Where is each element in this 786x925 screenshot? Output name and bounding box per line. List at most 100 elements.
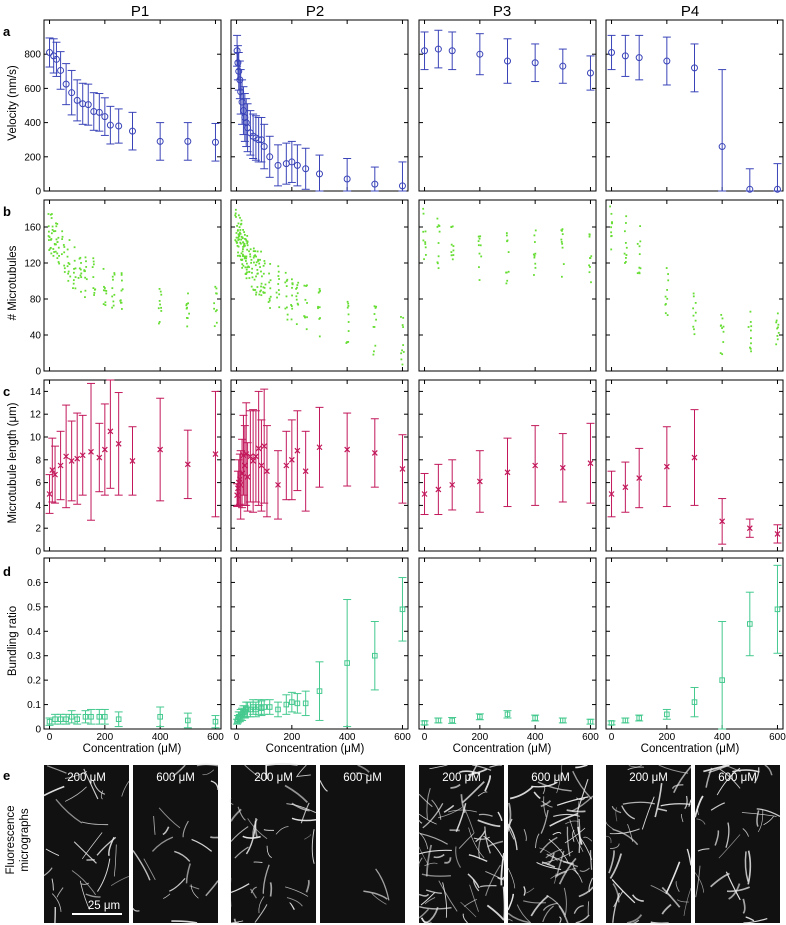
data-point <box>610 235 613 238</box>
filament <box>502 886 505 919</box>
data-point <box>284 271 287 274</box>
data-point <box>159 290 162 293</box>
micrograph-background <box>695 765 780 923</box>
data-point <box>479 235 482 238</box>
data-point <box>276 296 278 299</box>
xlabel-p4: Concentration (μM) <box>641 743 740 755</box>
data-point <box>158 321 161 323</box>
panel-c-p2 <box>230 379 409 552</box>
data-point <box>185 717 191 724</box>
data-point <box>237 229 239 232</box>
data-point <box>506 279 509 282</box>
data-point <box>424 246 427 249</box>
data-point <box>255 261 258 264</box>
data-point <box>504 57 511 65</box>
data-point <box>72 287 74 290</box>
filament <box>477 819 501 828</box>
filament <box>462 913 468 924</box>
micrograph-label-line1: Fluorescence <box>5 805 17 874</box>
filament <box>153 815 156 835</box>
data-point <box>57 462 64 469</box>
data-point <box>479 244 482 247</box>
data-point <box>50 213 53 215</box>
data-point <box>55 238 58 241</box>
filament <box>250 888 257 899</box>
data-point <box>666 289 669 291</box>
data-point <box>242 248 244 250</box>
data-point <box>237 236 239 239</box>
data-point <box>67 262 70 264</box>
data-point <box>283 701 290 708</box>
filament <box>363 890 388 900</box>
data-point <box>237 222 240 225</box>
data-point <box>103 285 105 288</box>
data-point <box>93 288 96 291</box>
filament <box>563 860 575 865</box>
filament <box>81 821 109 826</box>
data-point <box>277 265 280 268</box>
data-point <box>375 305 378 308</box>
data-point <box>260 143 268 151</box>
data-point <box>63 246 66 248</box>
data-point <box>532 253 535 256</box>
data-point <box>347 321 350 323</box>
data-point <box>533 274 535 276</box>
data-point <box>773 185 781 193</box>
data-point <box>302 165 310 173</box>
data-point <box>263 291 266 294</box>
data-point <box>241 250 244 253</box>
data-point <box>262 291 265 294</box>
y-tick-label: 0.1 <box>27 700 41 711</box>
filament <box>467 873 480 889</box>
data-point <box>120 289 123 292</box>
data-point <box>238 226 241 229</box>
data-point <box>749 329 752 332</box>
data-point <box>277 275 280 277</box>
panel-b-p1: 0 40 80 120 160 <box>24 199 222 378</box>
micrograph-background <box>606 765 691 923</box>
filament <box>660 803 691 807</box>
data-point <box>52 471 58 478</box>
data-point <box>638 271 641 274</box>
data-point <box>244 260 247 262</box>
x-tick-label: 0 <box>609 732 615 743</box>
data-point <box>74 455 81 462</box>
data-point <box>297 303 300 306</box>
micrograph-concentration-label: 200 μM <box>629 772 668 784</box>
filament <box>665 861 681 895</box>
data-point <box>215 287 218 290</box>
data-point <box>50 252 53 255</box>
panel-c-p3 <box>418 379 597 552</box>
data-point <box>477 240 480 243</box>
data-point <box>722 325 725 328</box>
data-point <box>92 263 95 266</box>
data-point <box>534 252 537 255</box>
filament <box>319 780 328 792</box>
filament <box>244 764 265 781</box>
panel-a-p2 <box>230 19 409 192</box>
data-point <box>435 717 442 724</box>
data-point <box>215 309 218 312</box>
filament <box>550 867 577 879</box>
filament <box>728 883 741 900</box>
filament <box>171 920 198 924</box>
data-point <box>253 278 256 281</box>
data-point <box>57 716 64 723</box>
data-point <box>79 452 86 459</box>
data-point <box>664 312 667 315</box>
filament <box>657 808 668 812</box>
filament <box>507 867 516 889</box>
data-point <box>318 306 321 309</box>
data-point <box>776 338 779 341</box>
data-point <box>318 335 321 338</box>
filament <box>143 858 156 881</box>
filament <box>463 807 475 834</box>
data-point <box>51 225 54 228</box>
filament <box>543 796 547 818</box>
data-point <box>96 454 103 461</box>
filament <box>460 901 477 918</box>
filament <box>575 914 590 924</box>
data-point <box>247 453 254 460</box>
row-letter-d: d <box>3 564 11 579</box>
data-point <box>608 48 616 56</box>
